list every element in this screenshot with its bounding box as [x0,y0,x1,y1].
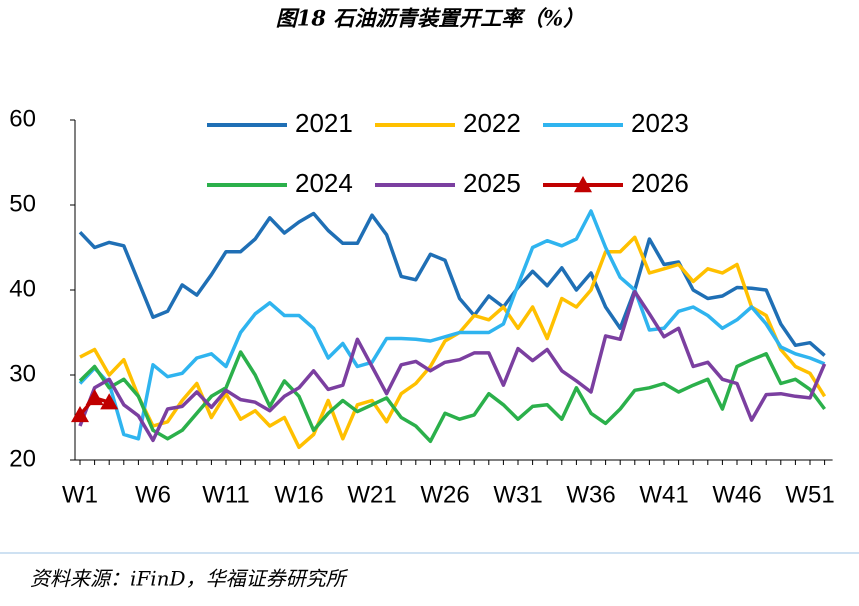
legend-label: 2025 [463,168,521,198]
series-marker [71,405,89,423]
y-tick-label: 20 [9,445,36,472]
x-tick-label: W36 [566,481,615,508]
y-tick-label: 60 [9,105,36,132]
series-line [78,211,826,357]
chart-title: 图18 石油沥青装置开工率（%） [276,6,585,31]
y-tick-label: 50 [9,190,36,217]
legend-label: 2026 [631,168,689,198]
series-marker [100,393,119,410]
source-note: 资料来源：iFinD，华福证券研究所 [30,567,349,591]
x-tick-label: W31 [493,481,542,508]
x-tick-label: W26 [420,481,469,508]
x-tick-label: W6 [135,481,171,508]
series-line [78,209,826,441]
legend-marker [574,176,592,193]
x-tick-label: W46 [712,481,761,508]
x-tick-label: W11 [202,481,250,508]
legend-label: 2021 [295,108,353,138]
series-line [78,289,827,443]
series-line [78,350,827,444]
x-tick-label: W51 [785,481,834,508]
legend-label: 2022 [463,108,521,138]
x-tick-label: W16 [274,481,323,508]
legend-label: 2024 [295,168,353,198]
series-marker [85,388,104,406]
y-tick-label: 40 [9,275,36,302]
y-tick-label: 30 [9,360,36,387]
x-tick-label: W1 [62,481,98,508]
legend-label: 2023 [631,108,689,138]
x-tick-label: W41 [639,481,688,508]
x-tick-label: W21 [347,481,396,508]
